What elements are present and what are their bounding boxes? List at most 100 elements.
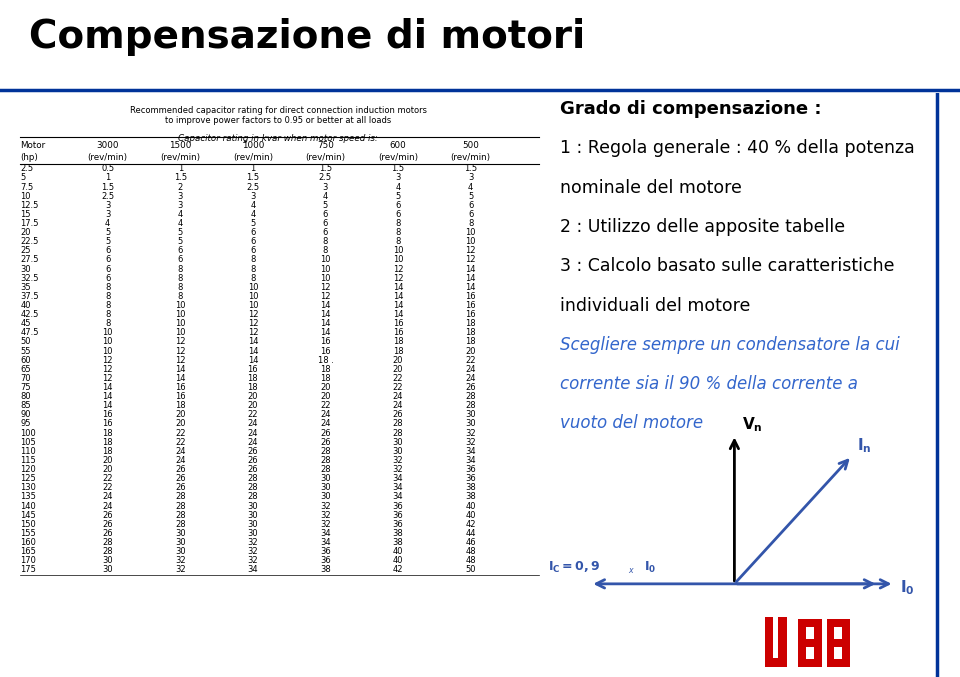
Text: 1.5: 1.5: [319, 165, 332, 173]
Text: 16: 16: [466, 301, 476, 310]
Text: 10: 10: [393, 255, 403, 265]
Text: 26: 26: [175, 474, 185, 483]
Text: 18: 18: [103, 429, 113, 437]
Text: 30: 30: [466, 420, 476, 429]
Text: 46: 46: [466, 538, 476, 547]
Text: 26: 26: [103, 520, 113, 529]
Bar: [827, 647, 834, 659]
Text: 8: 8: [105, 301, 110, 310]
Text: 37.5: 37.5: [20, 292, 39, 301]
Text: 27.5: 27.5: [20, 255, 38, 265]
Text: 18 .: 18 .: [318, 355, 333, 365]
Text: 24: 24: [321, 410, 330, 419]
Text: 32: 32: [175, 565, 185, 574]
Text: 14: 14: [393, 292, 403, 301]
Text: 50: 50: [20, 337, 31, 347]
Text: 45: 45: [20, 320, 31, 328]
Text: 6: 6: [323, 219, 328, 228]
Text: 6: 6: [105, 246, 110, 255]
Text: 14: 14: [175, 374, 185, 383]
Text: individuali del motore: individuali del motore: [560, 297, 750, 315]
Text: 20: 20: [393, 355, 403, 365]
Text: 1000: 1000: [242, 141, 264, 150]
Bar: [814, 627, 822, 639]
Text: (rev/min): (rev/min): [87, 154, 128, 162]
Text: 10: 10: [466, 237, 476, 246]
Text: 14: 14: [248, 337, 258, 347]
Text: 14: 14: [103, 392, 113, 401]
Text: 28: 28: [175, 492, 185, 502]
Text: 38: 38: [320, 565, 331, 574]
Text: 8: 8: [323, 237, 328, 246]
Text: 20: 20: [393, 365, 403, 374]
Text: 5: 5: [251, 219, 255, 228]
Text: 1500: 1500: [169, 141, 191, 150]
Text: $\mathbf{I_n}$: $\mathbf{I_n}$: [857, 437, 872, 455]
Text: 34: 34: [393, 492, 403, 502]
Text: 28: 28: [248, 474, 258, 483]
Text: Grado di compensazione :: Grado di compensazione :: [560, 100, 821, 118]
Text: 22: 22: [466, 355, 476, 365]
Text: 38: 38: [466, 483, 476, 492]
Text: (rev/min): (rev/min): [233, 154, 273, 162]
Text: 7.5: 7.5: [20, 183, 34, 192]
Text: 155: 155: [20, 529, 36, 538]
Text: 105: 105: [20, 438, 36, 447]
Text: 26: 26: [175, 465, 185, 474]
Text: 26: 26: [320, 429, 331, 437]
Text: 28: 28: [248, 483, 258, 492]
Text: $\mathbf{I_0}$: $\mathbf{I_0}$: [644, 560, 656, 575]
Text: 32: 32: [248, 538, 258, 547]
Text: 40: 40: [393, 556, 403, 565]
Text: 145: 145: [20, 510, 36, 520]
Text: 14: 14: [175, 365, 185, 374]
Text: 6: 6: [105, 255, 110, 265]
Text: 36: 36: [320, 556, 331, 565]
Text: 3: 3: [468, 173, 473, 182]
Bar: [798, 639, 822, 647]
Text: 24: 24: [175, 456, 185, 465]
Text: 28: 28: [103, 538, 113, 547]
Text: 32: 32: [393, 456, 403, 465]
Text: 8: 8: [468, 219, 473, 228]
Text: 22: 22: [248, 410, 258, 419]
Text: 10: 10: [466, 228, 476, 237]
Text: 4: 4: [251, 201, 255, 210]
Text: 42: 42: [393, 565, 403, 574]
Text: 30: 30: [248, 520, 258, 529]
Text: 42: 42: [466, 520, 476, 529]
Text: 30: 30: [248, 502, 258, 510]
Text: 600: 600: [390, 141, 406, 150]
Text: 120: 120: [20, 465, 36, 474]
Text: 0.5: 0.5: [101, 165, 114, 173]
Text: 6: 6: [323, 210, 328, 219]
Text: 32: 32: [393, 465, 403, 474]
Text: 42.5: 42.5: [20, 310, 38, 319]
Text: 2.5: 2.5: [101, 192, 114, 200]
Text: 30: 30: [320, 483, 331, 492]
Text: 4: 4: [323, 192, 328, 200]
Text: $_x$: $_x$: [628, 566, 635, 575]
Text: 4: 4: [178, 219, 183, 228]
Text: 22: 22: [175, 429, 185, 437]
Text: 115: 115: [20, 456, 36, 465]
Text: 2: 2: [178, 183, 183, 192]
Text: 40: 40: [466, 510, 476, 520]
Text: vuoto del motore: vuoto del motore: [560, 414, 703, 433]
Text: 34: 34: [320, 529, 331, 538]
Text: 20: 20: [321, 392, 330, 401]
Text: 40: 40: [20, 301, 31, 310]
Text: 1: 1: [105, 173, 110, 182]
Text: 34: 34: [466, 456, 476, 465]
Text: 24: 24: [248, 429, 258, 437]
Text: 16: 16: [248, 365, 258, 374]
Text: 165: 165: [20, 547, 36, 556]
Text: 30: 30: [393, 438, 403, 447]
Text: 20: 20: [248, 401, 258, 410]
Text: 30: 30: [175, 538, 185, 547]
Text: 2 : Utilizzo delle apposite tabelle: 2 : Utilizzo delle apposite tabelle: [560, 218, 845, 236]
Text: 4: 4: [396, 183, 400, 192]
Text: 10: 10: [248, 292, 258, 301]
Text: 8: 8: [251, 274, 255, 283]
Text: 5: 5: [105, 228, 110, 237]
